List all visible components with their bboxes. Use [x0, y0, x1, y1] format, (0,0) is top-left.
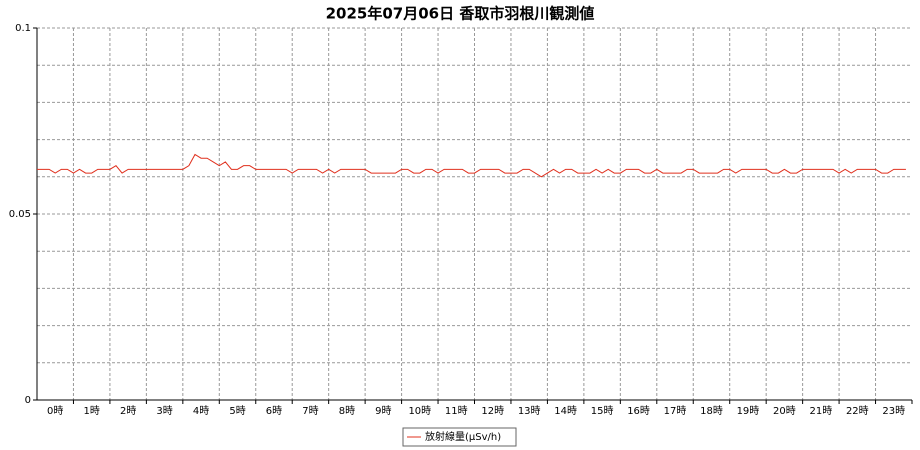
x-tick-label: 23時: [882, 405, 905, 417]
x-tick-label: 16時: [627, 405, 650, 417]
x-tick-label: 11時: [445, 405, 468, 417]
x-tick-label: 20時: [773, 405, 796, 417]
x-tick-label: 17時: [664, 405, 687, 417]
x-tick-label: 12時: [481, 405, 504, 417]
y-tick-label: 0.1: [15, 23, 31, 34]
x-tick-label: 13時: [518, 405, 541, 417]
legend: 放射線量(μSv/h): [402, 427, 517, 447]
x-tick-label: 6時: [266, 405, 282, 417]
x-tick-label: 8時: [339, 405, 355, 417]
x-tick-label: 5時: [229, 405, 245, 417]
x-tick-label: 10時: [408, 405, 431, 417]
x-tick-label: 19時: [737, 405, 760, 417]
x-tick-label: 22時: [846, 405, 869, 417]
x-tick-label: 1時: [84, 405, 100, 417]
x-tick-label: 4時: [193, 405, 209, 417]
x-tick-label: 9時: [375, 405, 391, 417]
x-tick-label: 15時: [591, 405, 614, 417]
legend-label: 放射線量(μSv/h): [425, 430, 501, 443]
x-tick-label: 3時: [156, 405, 172, 417]
x-tick-label: 21時: [809, 405, 832, 417]
data-line: [37, 153, 906, 178]
x-tick-label: 7時: [302, 405, 318, 417]
y-tick-label: 0: [25, 395, 31, 406]
x-tick-label: 2時: [120, 405, 136, 417]
y-tick-label: 0.05: [9, 209, 31, 220]
x-tick-label: 18時: [700, 405, 723, 417]
x-tick-label: 14時: [554, 405, 577, 417]
legend-box: [402, 427, 517, 447]
chart-title: 2025年07月06日 香取市羽根川観測値: [326, 5, 595, 23]
x-tick-label: 0時: [47, 405, 63, 417]
